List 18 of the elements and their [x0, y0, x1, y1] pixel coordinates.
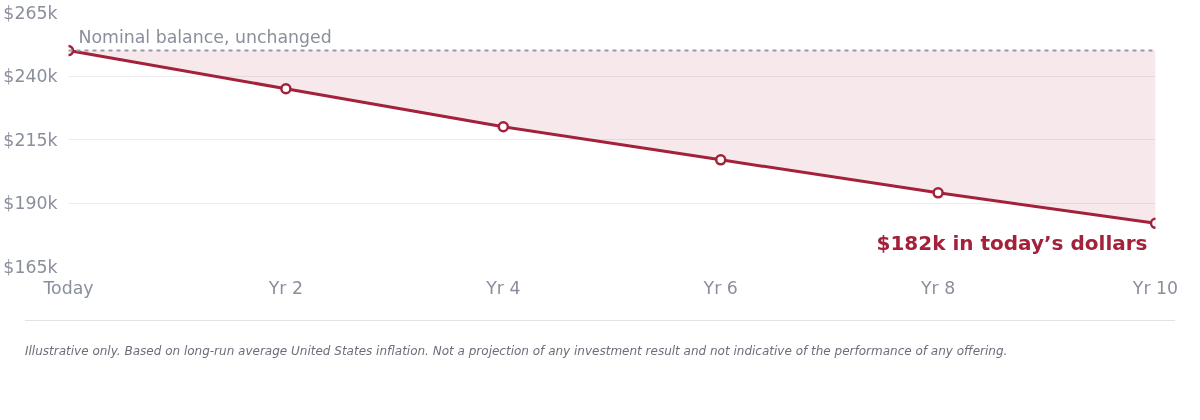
- x-tick-label: Yr 6: [702, 277, 738, 298]
- x-tick-label: Yr 4: [485, 277, 521, 298]
- x-tick-label: Yr 2: [267, 277, 304, 298]
- point: [280, 82, 292, 95]
- point: [497, 121, 510, 133]
- x-tick-label: Yr 10: [1131, 277, 1179, 298]
- y-tick-label: $265k: [3, 2, 58, 23]
- y-tick-label: $215k: [3, 129, 58, 150]
- ref-line-label: Nominal balance, unchanged: [78, 26, 332, 47]
- y-tick-label: $240k: [3, 66, 58, 86]
- y-tick-label: $165k: [3, 256, 58, 277]
- point: [714, 154, 727, 166]
- annotation: $182k in today’s dollars: [876, 231, 1148, 256]
- x-tick-label: Today: [42, 277, 94, 298]
- point: [932, 187, 944, 199]
- x-tick-label: Yr 8: [919, 277, 956, 298]
- y-tick-label: $190k: [3, 193, 58, 213]
- text: Illustrative only. Based on long-run average United States inflation. Not a projection of any investment result and not indicative of the performance of any offering.: [25, 343, 1008, 360]
